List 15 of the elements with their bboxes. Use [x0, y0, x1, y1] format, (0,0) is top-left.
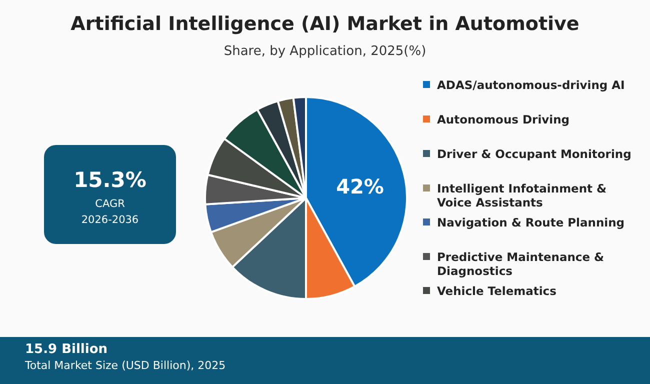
legend-label: Vehicle Telematics — [437, 284, 557, 298]
legend-label: Predictive Maintenance & Diagnostics — [437, 250, 604, 278]
text: 15.3% — [74, 168, 146, 192]
legend-label: Navigation & Route Planning — [437, 216, 624, 230]
legend-label: Intelligent Infotainment & Voice Assistants — [437, 182, 607, 210]
legend-label: ADAS/autonomous-driving AI — [437, 78, 625, 92]
text: 2026-2036 — [81, 214, 139, 226]
legend-label: Autonomous Driving — [437, 112, 570, 126]
text: CAGR — [95, 198, 125, 210]
legend-label: Driver & Occupant Monitoring — [437, 147, 632, 161]
text: Total Market Size (USD Billion), 2025 — [24, 359, 226, 372]
text: 15.9 Billion — [25, 342, 108, 357]
data-label: 42% — [336, 174, 384, 199]
chart-subtitle: Share, by Application, 2025(%) — [224, 44, 426, 59]
chart-title: Artificial Intelligence (AI) Market in Automotive — [70, 13, 580, 35]
